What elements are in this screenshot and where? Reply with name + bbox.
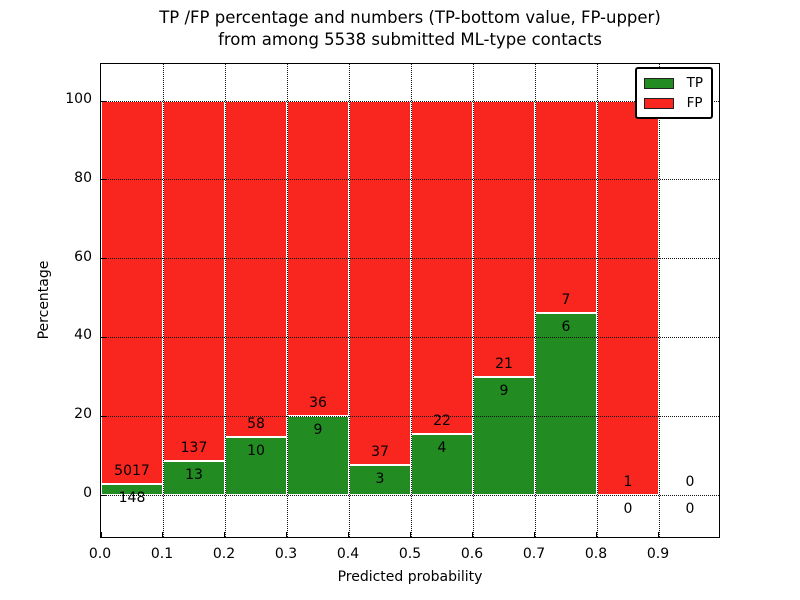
y-tick [101,336,106,338]
bar-fp-segment [349,101,411,466]
chart-title-line1: TP /FP percentage and numbers (TP-bottom… [159,8,661,27]
x-tick [348,532,349,537]
x-tick-label: 0.7 [522,546,546,562]
y-tick [101,258,106,260]
tp-count-label: 3 [375,471,385,488]
x-tick-label: 0.0 [88,546,112,562]
x-tick [286,532,287,537]
bar-tp-segment [535,313,597,495]
fp-count-label: 37 [371,444,389,461]
chart-title-line2: from among 5538 submitted ML-type contac… [218,30,602,49]
x-tick-label: 0.5 [398,546,422,562]
tp-count-label: 6 [561,319,571,336]
x-axis-label: Predicted probability [337,569,483,585]
bar-fp-segment [411,101,473,435]
legend: TP FP [634,67,713,119]
bar-fp-segment [225,101,287,438]
fp-count-label: 5017 [114,462,150,479]
v-gridline [286,64,288,537]
v-gridline [162,64,164,537]
h-gridline [101,336,719,338]
bar-tp-segment [349,465,411,495]
fp-count-label: 58 [247,416,265,433]
tp-count-label: 0 [685,501,695,517]
bar-fp-segment [597,101,659,495]
tp-count-label: 4 [437,440,447,457]
bar-tp-segment [473,376,535,495]
x-tick-label: 0.9 [646,546,670,562]
fp-count-label: 22 [433,413,451,430]
x-tick [658,532,659,537]
y-tick-label: 20 [74,406,92,423]
h-gridline [101,494,719,496]
y-tick-label: 0 [83,485,92,501]
v-gridline [224,64,226,537]
bar-fp-segment [473,101,535,377]
legend-item-tp: TP [643,73,703,93]
legend-label: TP [686,75,703,91]
y-tick [101,494,106,496]
plot-area: TP FP 5017 148 137 13 58 10 36 9 37 3 22 4 21 9 7 6 1 0 0 0 [100,63,720,538]
x-tick-label: 0.2 [212,546,236,562]
h-gridline [101,258,719,260]
bar-tp-segment [225,437,287,495]
fp-count-label: 36 [309,395,327,412]
x-tick [162,532,163,537]
x-tick [410,532,411,537]
x-tick-label: 0.8 [584,546,608,562]
x-tick-label: 0.6 [460,546,484,562]
y-tick [101,415,106,417]
bar-fp-segment [163,101,225,461]
x-tick-label: 0.3 [274,546,298,562]
bar-fp-segment [101,101,163,484]
tp-count-label: 13 [185,466,203,483]
tp-count-label: 10 [247,443,265,460]
y-tick-label: 60 [74,248,92,265]
bar-tp-segment [411,434,473,495]
fp-count-label: 137 [180,439,208,456]
y-tick-label: 40 [74,327,92,344]
fp-count-label: 0 [685,474,695,490]
y-tick-label: 100 [65,91,92,107]
tp-legend-swatch-icon [643,77,674,89]
x-tick [101,532,102,537]
tp-count-label: 148 [118,489,146,506]
legend-item-fp: FP [643,93,703,113]
v-gridline [596,64,598,537]
tp-count-label: 9 [499,382,509,399]
v-gridline [658,64,660,537]
fp-count-label: 7 [561,292,571,309]
h-gridline [101,179,719,181]
v-gridline [348,64,350,537]
y-tick-label: 80 [74,169,92,186]
h-gridline [101,415,719,417]
tp-count-label: 0 [623,501,633,517]
chart-title: TP /FP percentage and numbers (TP-bottom… [100,7,720,51]
h-gridline [101,100,719,102]
x-tick [596,532,597,537]
x-tick-label: 0.1 [150,546,174,562]
x-tick-label: 0.4 [336,546,360,562]
x-tick [224,532,225,537]
v-gridline [410,64,412,537]
v-gridline [472,64,474,537]
tp-count-label: 9 [313,422,323,439]
v-gridline [534,64,536,537]
x-tick [534,532,535,537]
fp-legend-swatch-icon [643,97,674,109]
legend-label: FP [686,95,703,111]
y-tick [101,179,106,181]
x-tick [472,532,473,537]
bar-fp-segment [535,101,597,314]
fp-count-label: 1 [623,474,633,490]
y-tick [101,100,106,102]
fp-count-label: 21 [495,355,513,372]
